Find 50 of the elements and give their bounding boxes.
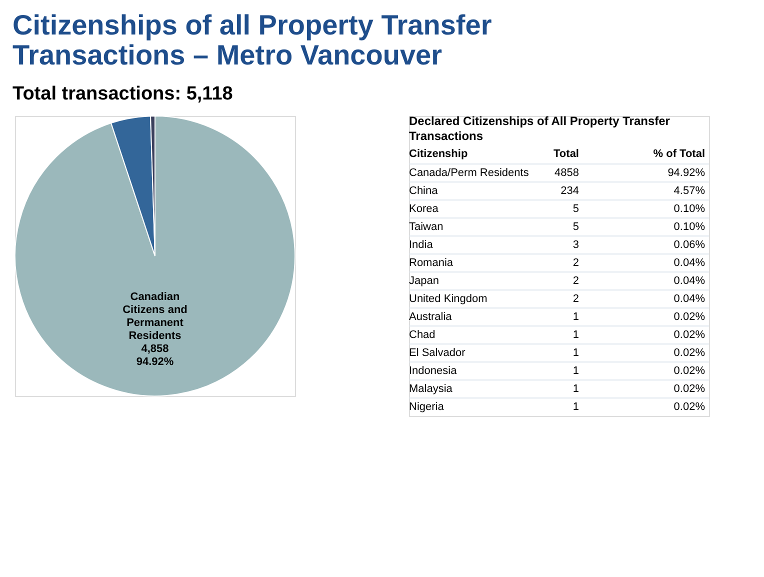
category-label: Malaysia — [409, 383, 454, 395]
text: Declared Citizenships of All Property Transfer Transactions — [409, 114, 670, 143]
data-label: 0.02% — [674, 365, 706, 377]
data-label: 0.10% — [674, 221, 706, 233]
category-label: United Kingdom — [409, 293, 488, 305]
data-label: 0.02% — [674, 347, 706, 359]
data-label: 94.92% — [668, 167, 706, 179]
data-label: 1 — [572, 347, 579, 359]
category-label: China — [409, 185, 439, 197]
data-label: 3 — [572, 239, 579, 251]
chart-title: Citizenships of all Property Transfer Transactions – Metro Vancouver — [12, 10, 492, 70]
text: % of Total — [653, 148, 705, 160]
data-label: 5 — [572, 203, 579, 215]
data-label: 0.10% — [674, 203, 706, 215]
text: Total — [554, 148, 579, 160]
data-label: 0.04% — [674, 293, 706, 305]
category-label: Korea — [409, 203, 440, 215]
data-label: 0.04% — [674, 275, 706, 287]
data-label: 2 — [572, 257, 579, 269]
chart-subtitle: Total transactions: 5,118 — [12, 84, 233, 104]
category-label: Chad — [409, 329, 436, 341]
data-label: 5 — [572, 221, 579, 233]
slice-label: Canadian Citizens and Permanent Residents — [122, 291, 188, 342]
category-label: Canada/Perm Residents — [409, 167, 530, 179]
category-label: Taiwan — [409, 221, 444, 233]
category-label: El Salvador — [409, 347, 466, 359]
data-label: 1 — [572, 401, 579, 413]
data-label: 1 — [572, 311, 579, 323]
category-label: Indonesia — [409, 365, 458, 377]
data-label: 0.02% — [674, 329, 706, 341]
data-label: 1 — [572, 365, 579, 377]
data-label: 4,858 94.92% — [136, 343, 174, 368]
data-label: 234 — [560, 185, 579, 197]
data-label: 1 — [572, 383, 579, 395]
category-label: Nigeria — [409, 401, 445, 413]
category-label: Romania — [409, 257, 454, 269]
data-label: 0.02% — [674, 401, 706, 413]
category-label: India — [409, 239, 434, 251]
data-label: 0.06% — [674, 239, 706, 251]
data-label: 0.02% — [674, 383, 706, 395]
category-label: Japan — [409, 275, 439, 287]
data-label: 0.02% — [674, 311, 706, 323]
data-label: 4.57% — [674, 185, 706, 197]
data-label: 2 — [572, 293, 579, 305]
data-label: 2 — [572, 275, 579, 287]
category-label: Australia — [409, 311, 453, 323]
data-label: 1 — [572, 329, 579, 341]
text: Citizenship — [409, 148, 468, 160]
data-label: 0.04% — [674, 257, 706, 269]
data-label: 4858 — [554, 167, 579, 179]
